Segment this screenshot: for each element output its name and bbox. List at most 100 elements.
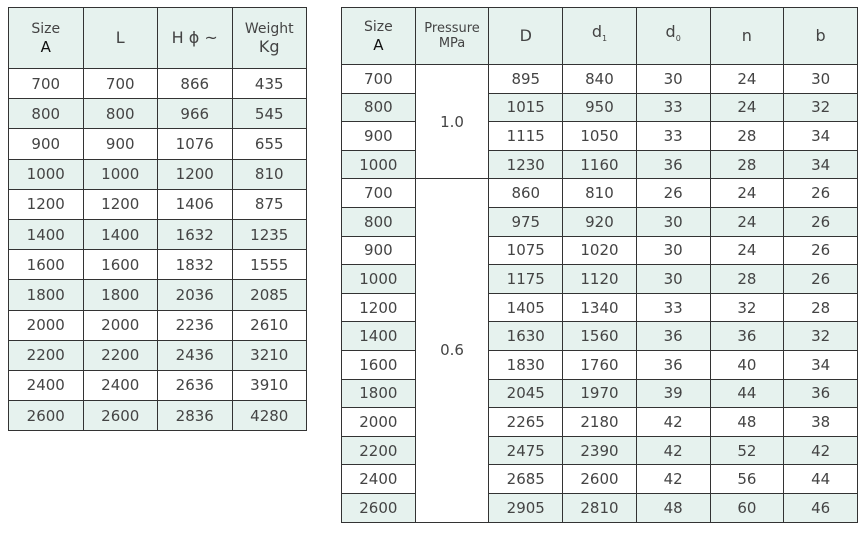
- header-l: L: [82, 7, 158, 69]
- table-cell: 1630: [488, 321, 564, 351]
- table-cell: 840: [562, 64, 637, 94]
- table-cell: 30: [635, 206, 711, 237]
- table-cell: 42: [635, 435, 711, 466]
- table-row: 1000 1000 1200 810: [8, 158, 307, 190]
- table-cell: 2475: [488, 435, 564, 466]
- table-cell: 30: [783, 64, 858, 94]
- table-cell: 700: [341, 178, 416, 208]
- table-cell: 34: [783, 121, 858, 151]
- table-cell: 32: [783, 321, 858, 351]
- table-cell: 32: [709, 292, 785, 323]
- table-cell: 32: [783, 92, 858, 123]
- dimensions-weight-table: Size A L H ϕ ~ Weight Kg 700 700 866 435 800 80…: [8, 7, 307, 432]
- table-cell: 1000: [8, 158, 84, 190]
- table-row: 2400 2685 2600 42 56 44: [341, 464, 858, 494]
- header-b: b: [783, 7, 858, 65]
- table-cell: 1115: [488, 121, 564, 151]
- table-cell: 1000: [341, 264, 416, 294]
- table-cell: 42: [635, 464, 711, 494]
- table-cell: 26: [783, 178, 858, 208]
- table-cell: 435: [231, 67, 307, 100]
- table-row: 1800 2045 1970 39 44 36: [341, 378, 858, 409]
- table-cell: 2400: [341, 464, 416, 494]
- table-cell: 2610: [231, 309, 307, 341]
- table-cell: 800: [8, 98, 84, 130]
- table-cell: 800: [341, 206, 416, 237]
- table-cell: 56: [709, 464, 785, 494]
- table-row: 1200 1405 1340 33 32 28: [341, 292, 858, 323]
- table-cell: 2000: [8, 309, 84, 341]
- table-cell: 38: [783, 407, 858, 437]
- table-cell: 2200: [82, 339, 158, 371]
- table-cell: 1340: [562, 292, 637, 323]
- table-cell: 26: [783, 264, 858, 294]
- table-cell: 2600: [341, 492, 416, 523]
- header-size: Size A: [341, 7, 416, 65]
- table-cell: 860: [488, 178, 564, 208]
- table-cell: 1000: [341, 149, 416, 180]
- header-d1: d1: [562, 7, 637, 65]
- table-cell: 36: [635, 149, 711, 180]
- table-cell: 2600: [82, 400, 158, 432]
- table-row: 1200 1200 1406 875: [8, 188, 307, 220]
- table-row: 1800 1800 2036 2085: [8, 279, 307, 311]
- pressure-cell: 0.6: [414, 178, 490, 523]
- table-cell: 810: [562, 178, 637, 208]
- table-cell: 1560: [562, 321, 637, 351]
- table-cell: 36: [709, 321, 785, 351]
- table-cell: 2390: [562, 435, 637, 466]
- table-cell: 1600: [82, 249, 158, 281]
- table-cell: 975: [488, 206, 564, 237]
- table-cell: 2200: [341, 435, 416, 466]
- table-cell: 28: [709, 264, 785, 294]
- table-cell: 1830: [488, 349, 564, 380]
- table-row: 1400 1630 1560 36 36 32: [341, 321, 858, 351]
- table-cell: 1200: [157, 158, 233, 190]
- table-cell: 24: [709, 178, 785, 208]
- table-header-row: Size A Pressure MPa D d1 d0 n b: [341, 7, 858, 65]
- table-row: 800 800 966 545: [8, 98, 307, 130]
- table-cell: 1230: [488, 149, 564, 180]
- header-d0: d0: [635, 7, 711, 65]
- table-cell: 2436: [157, 339, 233, 371]
- table-cell: 36: [635, 321, 711, 351]
- table-cell: 1075: [488, 235, 564, 266]
- header-size: Size A: [8, 7, 84, 69]
- table-cell: 866: [157, 67, 233, 100]
- table-cell: 24: [709, 235, 785, 266]
- table-cell: 895: [488, 64, 564, 94]
- table-cell: 24: [709, 64, 785, 94]
- table-cell: 1406: [157, 188, 233, 220]
- table-cell: 810: [231, 158, 307, 190]
- table-cell: 2036: [157, 279, 233, 311]
- header-d: D: [488, 7, 564, 65]
- table-cell: 800: [341, 92, 416, 123]
- table-cell: 700: [341, 64, 416, 94]
- table-cell: 48: [635, 492, 711, 523]
- table-row: 1600 1600 1832 1555: [8, 249, 307, 281]
- table-cell: 44: [783, 464, 858, 494]
- table-cell: 42: [635, 407, 711, 437]
- table-cell: 34: [783, 149, 858, 180]
- table-row: 2000 2265 2180 42 48 38: [341, 407, 858, 437]
- table-cell: 1200: [341, 292, 416, 323]
- table-row: 2200 2475 2390 42 52 42: [341, 435, 858, 466]
- table-row: 1000 1230 1160 36 28 34: [341, 149, 858, 180]
- table-row: 2200 2200 2436 3210: [8, 339, 307, 371]
- table-cell: 26: [783, 235, 858, 266]
- table-cell: 1800: [82, 279, 158, 311]
- table-cell: 2000: [82, 309, 158, 341]
- table-cell: 800: [82, 98, 158, 130]
- pressure-cell: 1.0: [414, 63, 490, 180]
- table-cell: 1800: [341, 378, 416, 409]
- table-row: 900 1115 1050 33 28 34: [341, 121, 858, 151]
- table-row: 700 700 866 435: [8, 67, 307, 100]
- table-cell: 2400: [82, 369, 158, 402]
- table-cell: 2836: [157, 400, 233, 432]
- table-row: 800 1015 950 33 24 32: [341, 92, 858, 123]
- table-cell: 1800: [8, 279, 84, 311]
- table-cell: 1600: [8, 249, 84, 281]
- flange-dimensions-table: Size A Pressure MPa D d1 d0 n b 700 1.0 895 8…: [341, 7, 858, 523]
- table-cell: 40: [709, 349, 785, 380]
- table-cell: 1405: [488, 292, 564, 323]
